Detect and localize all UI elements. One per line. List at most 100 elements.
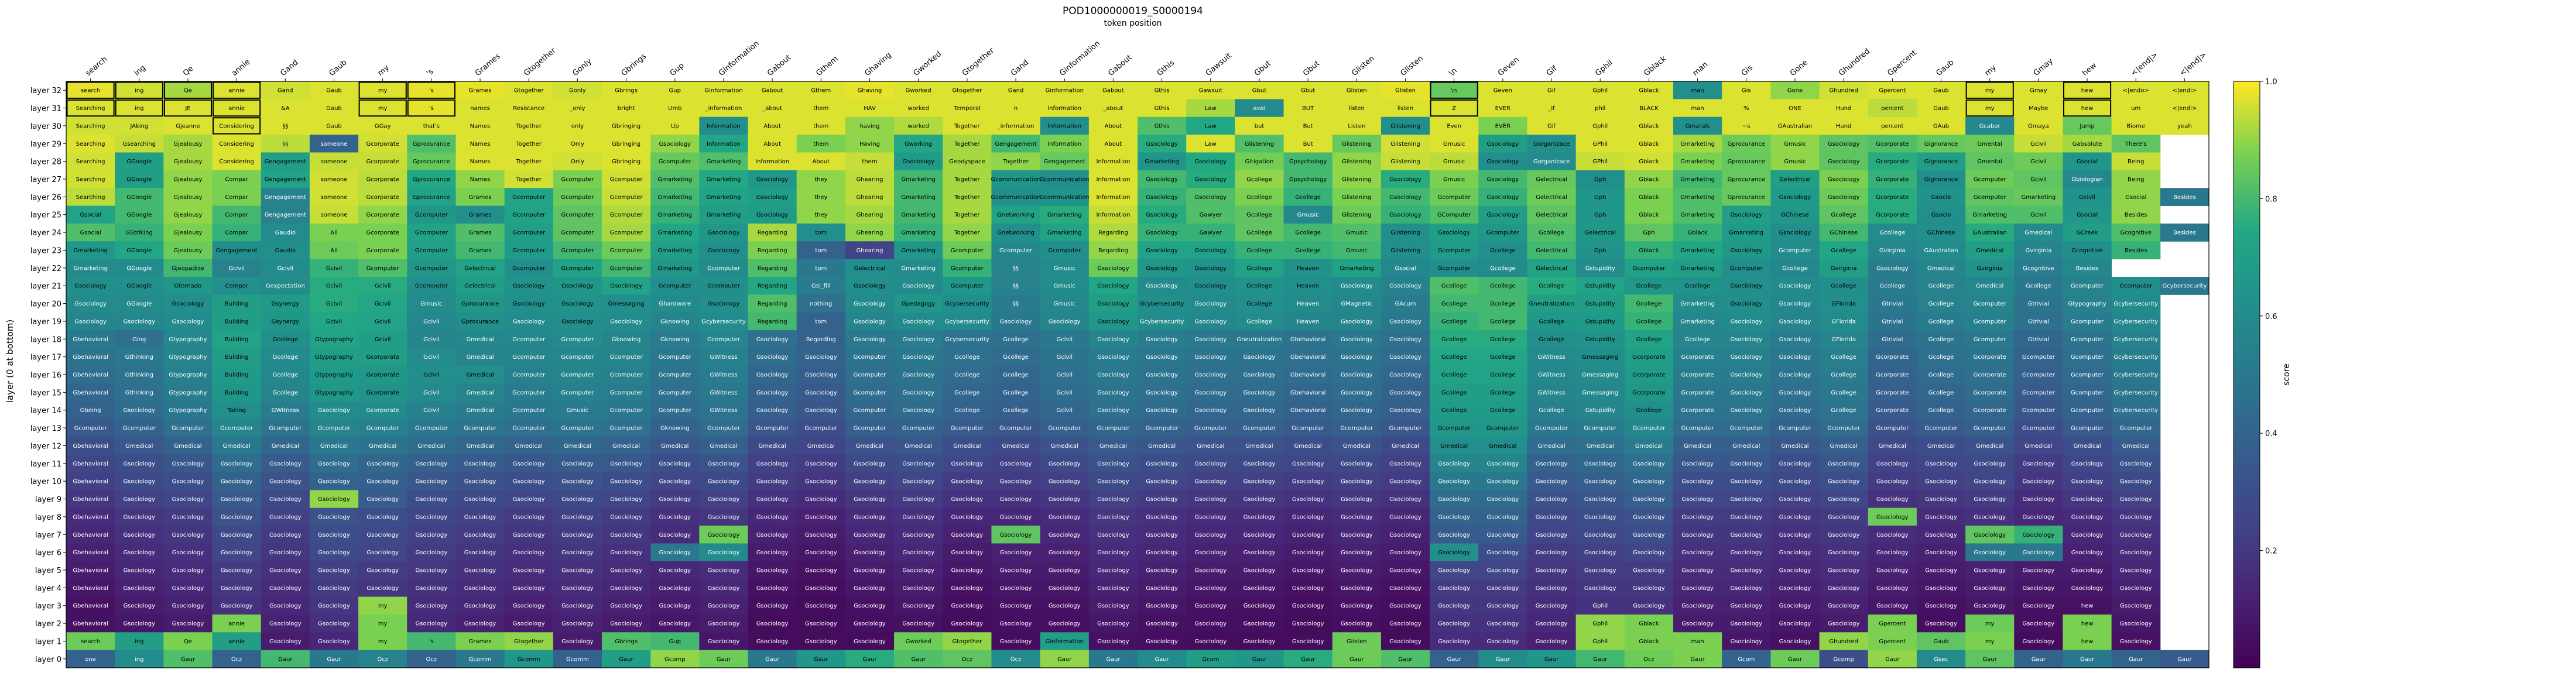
- cell-label: Gsociology: [561, 621, 594, 627]
- cell-label: Gcollege: [1636, 283, 1662, 290]
- heatmap-cell: [1722, 259, 1771, 277]
- cell-label: Gsociology: [221, 550, 253, 556]
- cell-label: Gsociology: [610, 532, 642, 538]
- cell-label: Together: [515, 159, 542, 165]
- heatmap-cell: [115, 170, 164, 188]
- heatmap-cell: [553, 152, 602, 171]
- heatmap-cell: [261, 223, 310, 242]
- cell-label: annie: [228, 105, 245, 112]
- cell-label: Gbehavioral: [73, 603, 108, 609]
- highlight-box: [213, 81, 261, 99]
- cell-label: Gsociology: [1097, 301, 1129, 307]
- heatmap-cell: [1965, 116, 2015, 135]
- heatmap-cell: [1088, 116, 1138, 135]
- cell-label: Gsociology: [902, 532, 934, 538]
- heatmap-cell: [1040, 188, 1090, 207]
- heatmap-cell: [1381, 188, 1430, 207]
- cell-label: Gaur: [278, 656, 293, 663]
- cell-label: Gsociology: [805, 585, 837, 592]
- cell-label: Gsociology: [1487, 550, 1519, 556]
- heatmap-cell: [1916, 205, 1966, 224]
- heatmap-cell: [309, 223, 359, 242]
- cell-label: GWitness: [710, 390, 737, 396]
- cell-label: Gsl_fill: [811, 283, 831, 290]
- cell-label: Gsociology: [902, 479, 934, 485]
- cell-label: Gsociology: [318, 568, 350, 574]
- cell-label: Building: [225, 337, 249, 343]
- cell-label: Gsociology: [610, 318, 642, 325]
- colorbar-segment: [2234, 213, 2260, 217]
- cell-label: Gabsolute: [2073, 141, 2102, 147]
- cell-label: Even: [1447, 123, 1461, 129]
- cell-label: Gcomputer: [561, 212, 594, 218]
- cell-label: Gsociology: [854, 479, 886, 485]
- cell-label: GAustralian: [1778, 123, 1812, 129]
- cell-label: Regarding: [1098, 230, 1128, 236]
- cell-label: Gup: [669, 639, 681, 645]
- cell-label: Gmusic: [1346, 248, 1368, 254]
- cell-label: Gmedical: [1245, 443, 1273, 449]
- colorbar-segment: [2234, 524, 2260, 528]
- colorbar-segment: [2234, 612, 2260, 616]
- cell-label: Gcollege: [1831, 283, 1856, 290]
- cell-label: Gsociology: [1341, 568, 1373, 574]
- cell-label: GWitness: [1538, 372, 1566, 379]
- cell-label: Gmusic: [1443, 141, 1465, 147]
- cell-label: Gworking: [905, 141, 932, 147]
- colorbar-segment: [2234, 579, 2260, 584]
- cell-label: Gmedical: [2073, 443, 2101, 449]
- cell-label: Gignorance: [1924, 159, 1958, 165]
- cell-label: them: [813, 141, 828, 147]
- cell-label: Gcomputer: [220, 425, 254, 432]
- cell-label: Gcollege: [1928, 407, 1954, 414]
- cell-label: Gcollege: [954, 407, 980, 414]
- cell-label: Information: [1047, 141, 1081, 147]
- cell-label: JAking: [129, 123, 148, 129]
- cell-label: they: [814, 212, 827, 218]
- heatmap-cell: [650, 135, 700, 153]
- cell-label: Gcomputer: [415, 248, 448, 254]
- cell-label: Gcybersecurity: [701, 318, 746, 325]
- cell-label: Gcivil: [326, 301, 342, 307]
- cell-label: Gpercent: [1879, 621, 1906, 627]
- cell-label: Gsociology: [2071, 461, 2104, 467]
- cell-label: Gitigation: [1245, 159, 1274, 165]
- heatmap-cell: [1624, 205, 1674, 224]
- heatmap-cell: [163, 223, 213, 242]
- cell-label: Gsociology: [1779, 230, 1811, 236]
- cell-label: Gsociology: [708, 568, 740, 574]
- cell-label: Gaub: [1933, 105, 1949, 112]
- cell-label: Gsociology: [1049, 603, 1081, 609]
- cell-label: Gsociology: [1487, 496, 1519, 503]
- heatmap-cell: [1186, 152, 1235, 171]
- cell-label: Gsociology: [1487, 568, 1519, 574]
- cell-label: Gsociology: [1244, 585, 1276, 592]
- colorbar-segment: [2234, 187, 2260, 190]
- colorbar-segment: [2234, 656, 2260, 660]
- y-tick-label: layer 30: [30, 122, 61, 131]
- heatmap-cell: [1575, 259, 1625, 277]
- cell-label: Gsocial: [2077, 212, 2098, 218]
- heatmap-cell: [1332, 135, 1382, 153]
- cell-label: Gsociology: [1146, 265, 1178, 272]
- colorbar-segment: [2234, 216, 2260, 220]
- cell-label: Gsociology: [1779, 550, 1811, 556]
- cell-label: Gmedical: [953, 443, 981, 449]
- x-tick-label: Gaub: [1934, 58, 1955, 78]
- x-tick-label: Gabout: [766, 53, 793, 78]
- cell-label: Gsociology: [1049, 514, 1081, 520]
- cell-label: Glisten: [1347, 88, 1367, 94]
- cell-label: Gsociology: [1146, 354, 1178, 361]
- cell-label: Gsociology: [1194, 568, 1227, 574]
- cell-label: Gcomputer: [610, 230, 643, 236]
- colorbar-segment: [2234, 318, 2260, 322]
- cell-label: Gsociology: [1730, 479, 1762, 485]
- cell-label: About: [763, 141, 781, 147]
- heatmap-cell: [553, 99, 602, 118]
- cell-label: GAcum: [1395, 301, 1416, 307]
- cell-label: Gaub: [326, 123, 342, 129]
- cell-label: Gsociology: [1487, 177, 1519, 183]
- cell-label: Gcomputer: [512, 425, 546, 432]
- cell-label: Gcorporate: [1681, 354, 1714, 361]
- cell-label: Gmusic: [420, 301, 442, 307]
